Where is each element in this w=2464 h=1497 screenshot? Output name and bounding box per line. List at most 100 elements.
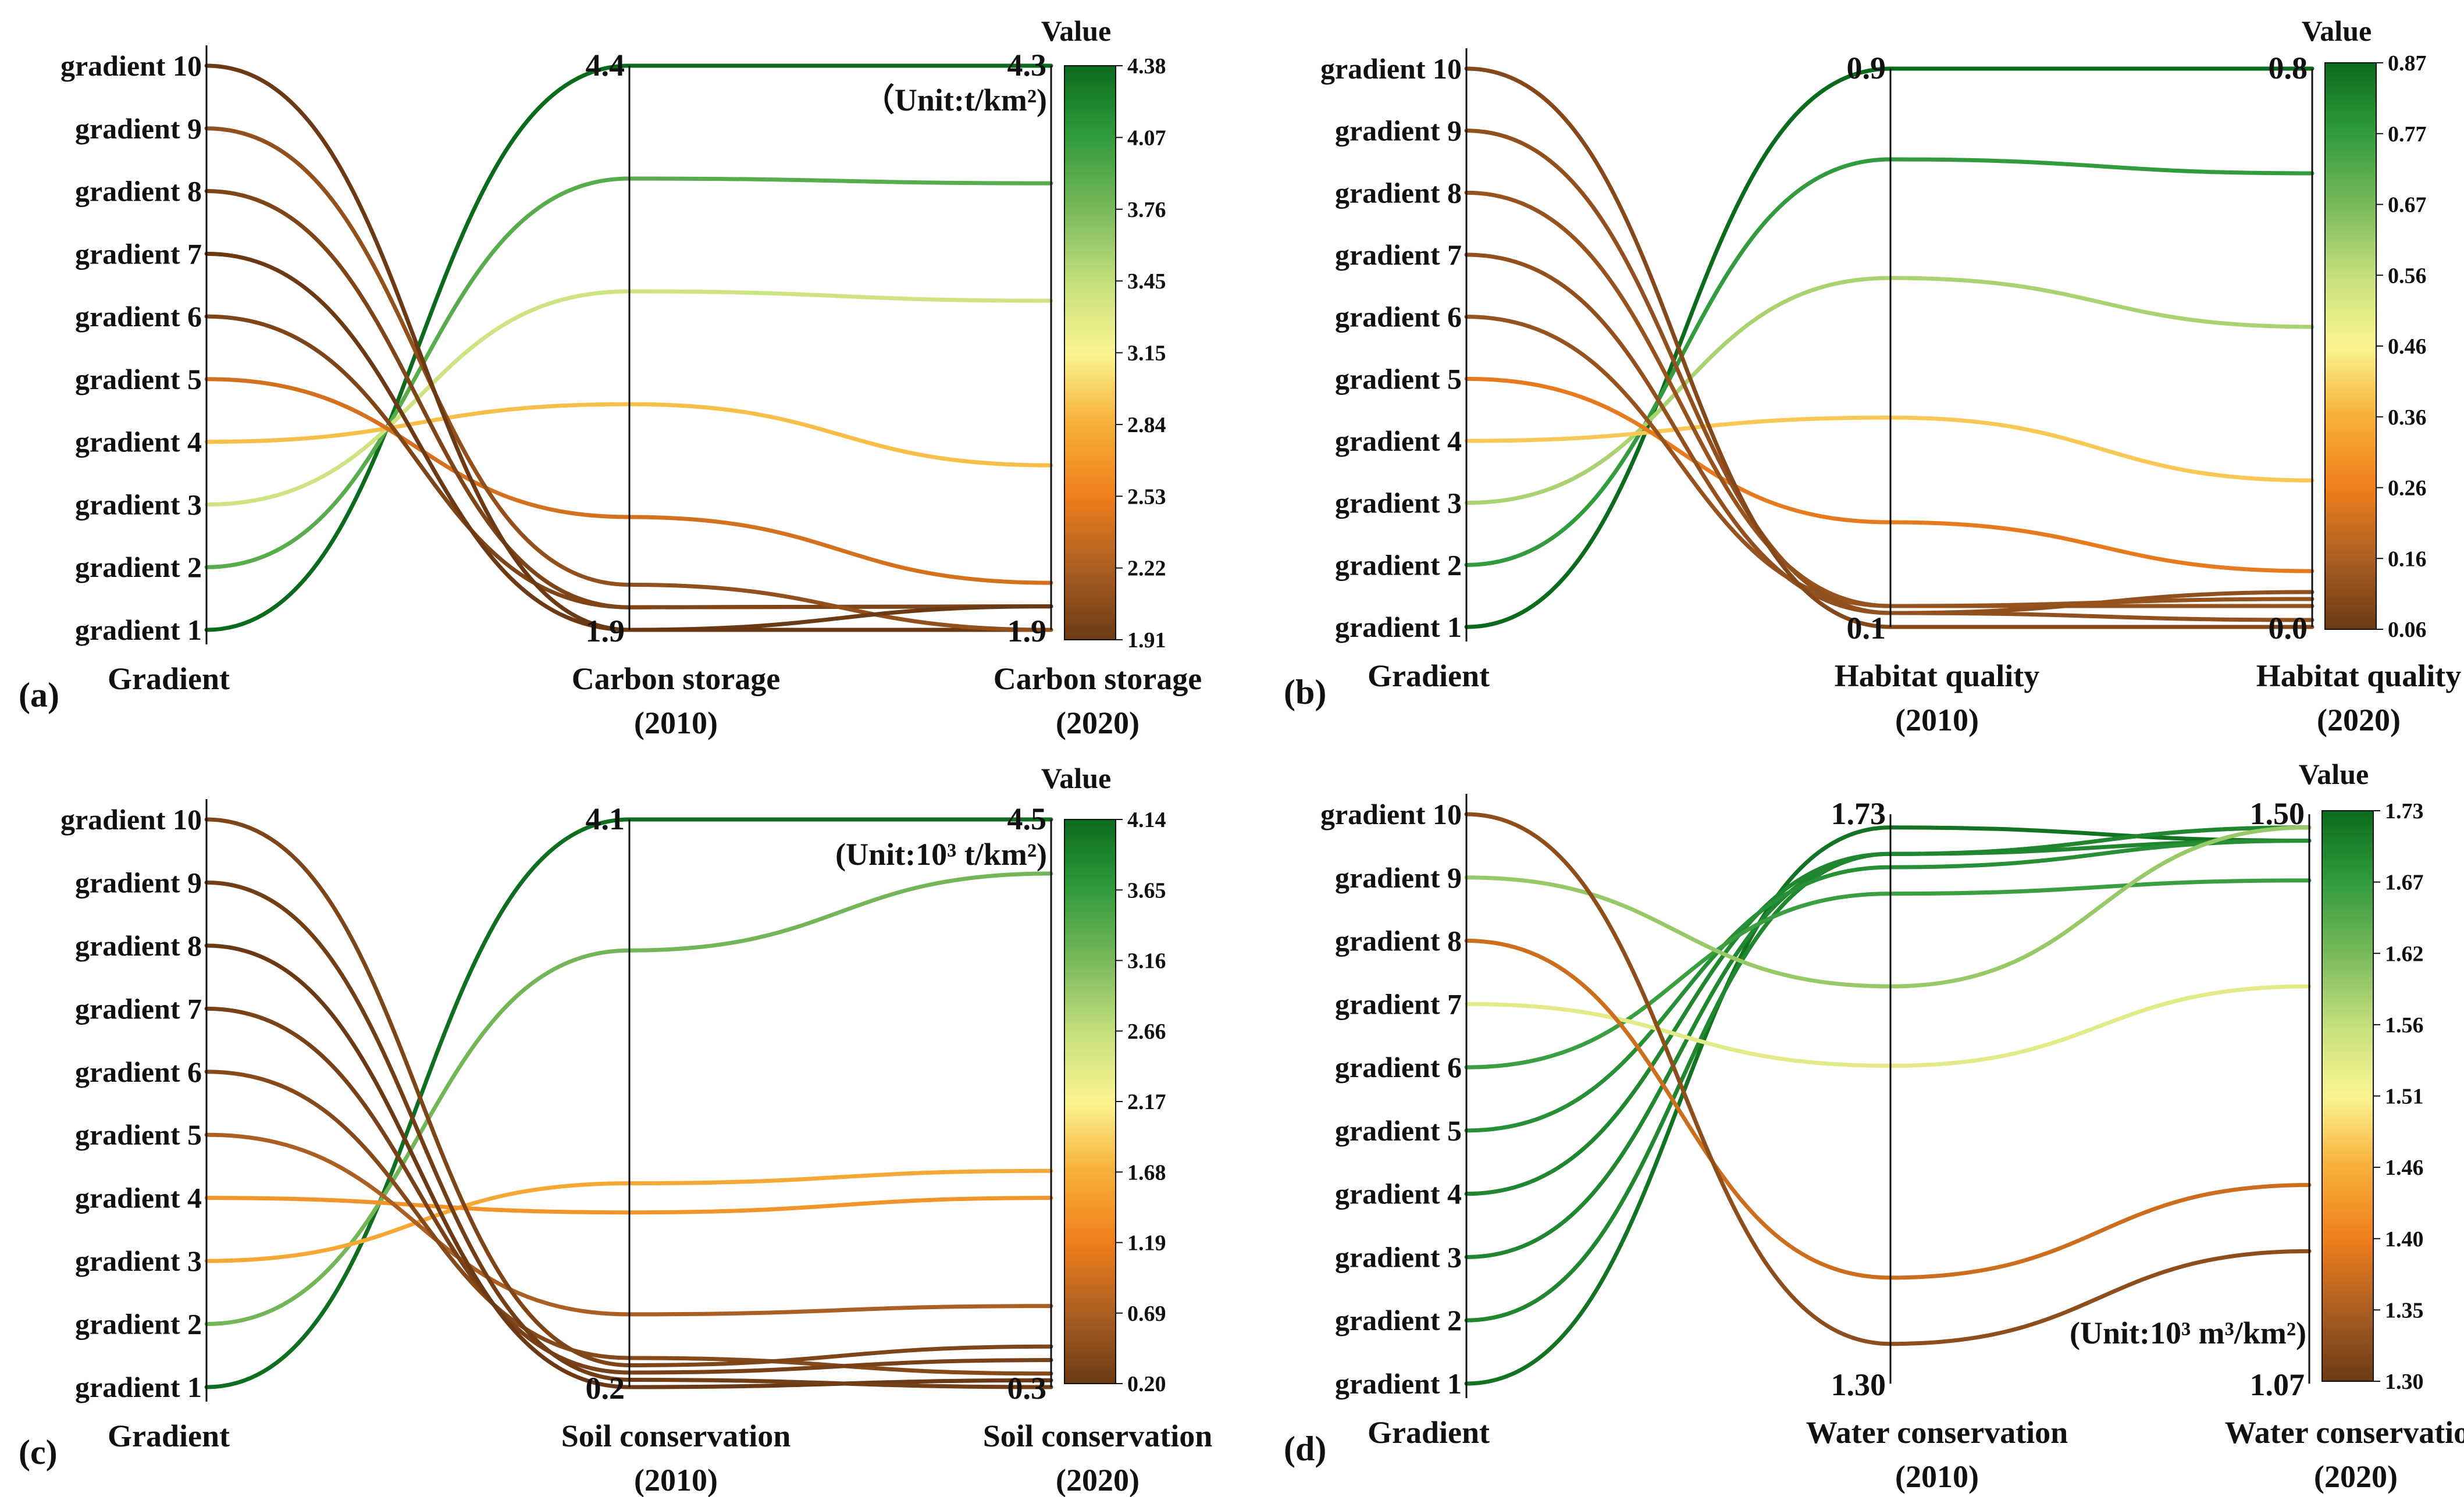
colorbar-tick-label: 0.16 (2388, 547, 2427, 571)
colorbar-title: Value (2299, 758, 2369, 790)
colorbar-tick-label: 1.30 (2385, 1370, 2424, 1394)
colorbar (1064, 65, 1116, 640)
colorbar (2324, 62, 2377, 630)
colorbar-tick-label: 1.46 (2385, 1156, 2424, 1180)
series-line (204, 63, 1053, 632)
axis-name-gradient: Gradient (108, 661, 230, 696)
gradient-label: gradient 7 (1335, 238, 1462, 271)
gradient-label: gradient 10 (60, 49, 202, 82)
colorbar-ticks: 4.14 3.65 3.16 2.66 2.17 1.68 1.19 0.69 0.20 (1116, 808, 1166, 1396)
series-line (1464, 66, 2315, 629)
axis-2020-min-label: 1.9 (1007, 614, 1047, 648)
colorbar (2321, 810, 2374, 1382)
series-line (1464, 812, 2312, 1346)
gradient-label: gradient 5 (75, 1118, 202, 1151)
gradient-label: gradient 1 (75, 614, 202, 646)
gradient-label: gradient 6 (75, 300, 202, 333)
axis-2020-max-label: 1.50 (2250, 796, 2305, 831)
gradient-label: gradient 9 (1335, 115, 1462, 147)
gradient-label: gradient 2 (75, 551, 202, 583)
gradient-label: gradient 1 (1335, 611, 1462, 643)
axis-name-gradient: Gradient (1368, 658, 1490, 693)
gradient-label: gradient 2 (1335, 548, 1462, 581)
panel-d: gradient 1 gradient 2 gradient 3 gradient 4… (1284, 758, 2464, 1494)
axis-2020-min-label: 1.07 (2250, 1367, 2305, 1402)
gradient-label: gradient 7 (75, 237, 202, 270)
unit-label: (Unit:10³ m³/km²) (2070, 1316, 2306, 1350)
axis-name-2020: Carbon storage (2020) (994, 661, 1202, 740)
colorbar-tick-label: 3.65 (1127, 878, 1166, 903)
series-line (204, 63, 1053, 632)
colorbar-tick-label: 0.67 (2388, 193, 2427, 218)
series-line (1464, 825, 2312, 1386)
colorbar (1064, 819, 1116, 1384)
colorbar-tick-label: 0.77 (2388, 122, 2427, 147)
panel-tag: (d) (1284, 1430, 1326, 1468)
colorbar-tick-label: 1.35 (2385, 1298, 2424, 1323)
axis-name-2010: Water conservation (2010) (1806, 1415, 2068, 1494)
gradient-label: gradient 9 (1335, 861, 1462, 894)
gradient-labels: gradient 1 gradient 2 gradient 3 gradient 4… (1320, 798, 1462, 1400)
gradient-label: gradient 8 (75, 175, 202, 208)
series-line (204, 176, 1053, 569)
unit-label: （Unit:t/km²) (863, 83, 1047, 117)
axis-name-2020: Soil conservation (2020) (983, 1418, 1213, 1497)
series-line (204, 817, 1053, 1367)
colorbar-tick-label: 1.68 (1127, 1160, 1166, 1185)
colorbar-tick-label: 0.69 (1127, 1302, 1166, 1326)
gradient-label: gradient 5 (75, 363, 202, 395)
series-line (204, 871, 1053, 1327)
series-line (204, 1006, 1053, 1375)
colorbar-tick-label: 1.56 (2385, 1013, 2424, 1038)
panel-b: gradient 1 gradient 2 gradient 3 gradient 4… (1284, 15, 2461, 737)
series-line (204, 817, 1053, 1389)
axis-2020-min-label: 0.0 (2269, 611, 2308, 646)
series-lines (204, 817, 1053, 1389)
axis-name-2020: Water conservation (2020) (2225, 1415, 2464, 1494)
series-line (204, 251, 1053, 632)
colorbar-tick-label: 1.67 (2385, 871, 2424, 895)
gradient-labels: gradient 1 gradient 2 gradient 3 gradient 4… (60, 803, 202, 1403)
series-line (204, 880, 1053, 1389)
colorbar-tick-label: 1.62 (2385, 942, 2424, 966)
gradient-label: gradient 3 (1335, 1241, 1462, 1273)
panel-tag: (a) (19, 676, 59, 714)
colorbar-tick-label: 0.36 (2388, 405, 2427, 430)
colorbar-tick-label: 4.38 (1127, 54, 1166, 79)
gradient-label: gradient 7 (1335, 988, 1462, 1020)
gradient-label: gradient 7 (75, 992, 202, 1025)
colorbar-tick-label: 2.84 (1127, 413, 1166, 437)
series-line (1464, 839, 2312, 1133)
gradient-label: gradient 3 (75, 488, 202, 521)
series-line (1464, 190, 2315, 608)
series-line (1464, 825, 2312, 1196)
panel-tag: (c) (19, 1433, 58, 1471)
series-line (204, 377, 1053, 585)
gradient-label: gradient 10 (1320, 52, 1462, 85)
series-line (1464, 939, 2312, 1280)
series-line (1464, 415, 2315, 483)
colorbar-tick-label: 4.07 (1127, 126, 1166, 150)
colorbar-tick-label: 2.66 (1127, 1020, 1166, 1044)
axis-2010-max-label: 1.73 (1831, 796, 1886, 831)
colorbar-title: Value (1041, 15, 1111, 47)
colorbar-ticks: 4.38 4.07 3.76 3.45 3.15 2.84 2.53 2.22 1.91 (1116, 54, 1166, 653)
colorbar-tick-label: 0.46 (2388, 334, 2427, 359)
gradient-label: gradient 4 (1335, 1178, 1462, 1210)
gradient-label: gradient 6 (1335, 1051, 1462, 1083)
axis-2010-min-label: 1.30 (1831, 1367, 1886, 1402)
colorbar-tick-label: 0.87 (2388, 51, 2427, 76)
colorbar-tick-label: 0.56 (2388, 263, 2427, 288)
axis-2020-max-label: 4.3 (1007, 48, 1047, 83)
series-line (1464, 878, 2312, 1070)
colorbar-tick-label: 0.20 (1127, 1372, 1166, 1396)
colorbar-tick-label: 3.15 (1127, 341, 1166, 366)
gradient-label: gradient 2 (1335, 1304, 1462, 1336)
colorbar-tick-label: 1.19 (1127, 1231, 1166, 1256)
gradient-label: gradient 4 (75, 1182, 202, 1214)
gradient-label: gradient 9 (75, 112, 202, 145)
gradient-label: gradient 3 (75, 1245, 202, 1277)
panel-tag: (b) (1284, 673, 1326, 711)
colorbar-tick-label: 2.17 (1127, 1090, 1166, 1114)
axis-2010-min-label: 0.1 (1847, 611, 1886, 646)
